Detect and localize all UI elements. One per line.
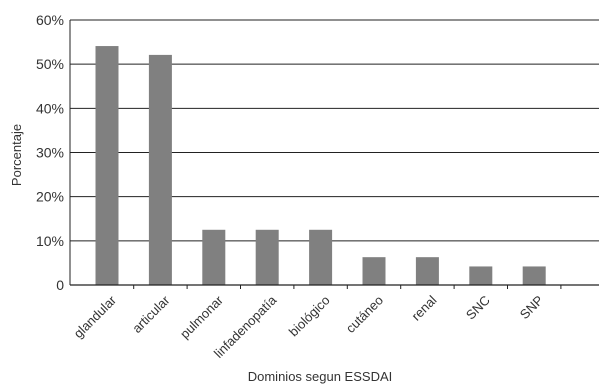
bar-SNP xyxy=(522,266,546,285)
x-axis-title: Dominios segun ESSDAI xyxy=(248,369,393,384)
y-tick-label: 20% xyxy=(36,189,64,205)
y-tick-labels: 0 10% 20% 30% 40% 50% 60% xyxy=(36,12,64,293)
y-tick-label: 40% xyxy=(36,100,64,116)
y-tick-label: 30% xyxy=(36,145,64,161)
y-axis-title: Porcentaje xyxy=(9,124,24,186)
bar-cutáneo xyxy=(362,257,386,285)
bar-linfadenopatía xyxy=(255,229,279,285)
x-tick-label: pulmonar xyxy=(177,292,226,341)
y-tick-label: 0 xyxy=(56,277,64,293)
bar-pulmonar xyxy=(202,229,226,285)
bar-biológico xyxy=(309,229,333,285)
bar-glandular xyxy=(95,46,119,285)
y-tick-label: 10% xyxy=(36,233,64,249)
bar-SNC xyxy=(469,266,493,285)
x-tick-label: articular xyxy=(129,292,173,336)
x-tick-label: biológico xyxy=(286,293,333,340)
y-tick-label: 50% xyxy=(36,56,64,72)
x-tick-label: renal xyxy=(408,292,439,323)
x-tick-label: SNP xyxy=(517,293,547,323)
x-tick-label: SNC xyxy=(463,293,493,323)
axes xyxy=(69,20,599,286)
x-tick-label: glandular xyxy=(71,292,120,341)
x-tick-label: cutáneo xyxy=(343,293,386,336)
bar-renal xyxy=(415,257,439,285)
bars xyxy=(95,46,546,286)
bar-articular xyxy=(148,54,172,286)
y-tick-label: 60% xyxy=(36,12,64,28)
x-tick-labels: glandular articular pulmonarlinfadenopatía… xyxy=(71,285,562,361)
